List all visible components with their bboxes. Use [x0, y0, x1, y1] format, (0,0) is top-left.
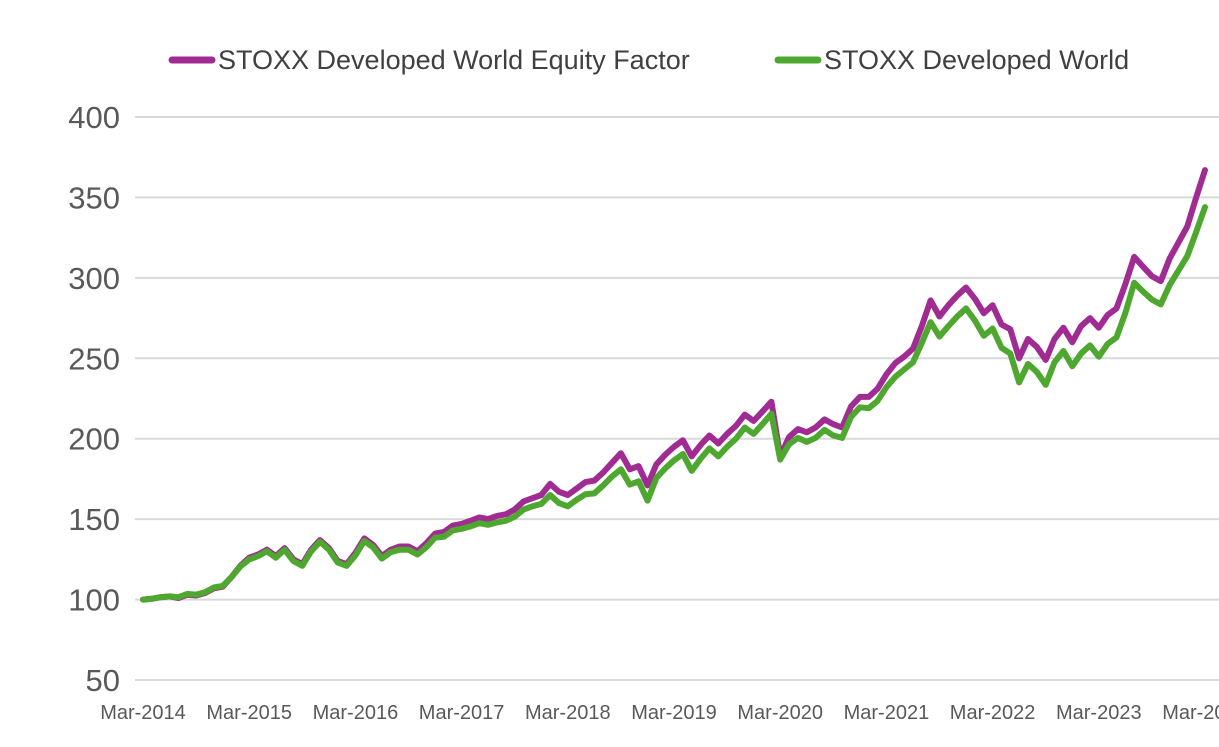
chart-canvas: STOXX Developed World Equity Factor STOX… — [68, 45, 1219, 724]
legend: STOXX Developed World Equity Factor STOX… — [168, 45, 1129, 75]
x-tick-label-Mar-2024: Mar-2024 — [1162, 702, 1219, 724]
x-tick-label-Mar-2020: Mar-2020 — [737, 702, 823, 724]
x-tick-label-Mar-2017: Mar-2017 — [419, 702, 505, 724]
x-tick-label-Mar-2023: Mar-2023 — [1056, 702, 1142, 724]
x-tick-label-Mar-2016: Mar-2016 — [313, 702, 399, 724]
legend-label-equity-factor: STOXX Developed World Equity Factor — [218, 45, 690, 75]
y-tick-label-250: 250 — [68, 341, 120, 376]
y-tick-label-100: 100 — [68, 583, 120, 618]
y-tick-label-400: 400 — [68, 100, 120, 135]
y-tick-label-350: 350 — [68, 180, 120, 215]
x-tick-label-Mar-2018: Mar-2018 — [525, 702, 611, 724]
plot-series — [140, 167, 1208, 603]
y-tick-label-200: 200 — [68, 422, 120, 457]
line-chart: STOXX Developed World Equity Factor STOX… — [40, 16, 1219, 742]
gridlines — [135, 116, 1219, 681]
x-tick-label-Mar-2021: Mar-2021 — [844, 702, 930, 724]
x-tick-label-Mar-2022: Mar-2022 — [950, 702, 1036, 724]
x-axis-labels: Mar-2014 Mar-2015 Mar-2016 Mar-2017 Mar-2018… — [100, 702, 1219, 724]
y-tick-label-300: 300 — [68, 261, 120, 296]
legend-label-developed-world: STOXX Developed World — [824, 45, 1129, 75]
x-tick-label-Mar-2015: Mar-2015 — [206, 702, 292, 724]
series-line-developed-world — [140, 204, 1208, 603]
y-tick-label-150: 150 — [68, 502, 120, 537]
x-tick-label-Mar-2014: Mar-2014 — [100, 702, 186, 724]
y-axis-labels: 400 350 300 250 200 150 100 50 — [68, 100, 120, 698]
x-tick-label-Mar-2019: Mar-2019 — [631, 702, 717, 724]
y-tick-label-50: 50 — [86, 663, 120, 698]
